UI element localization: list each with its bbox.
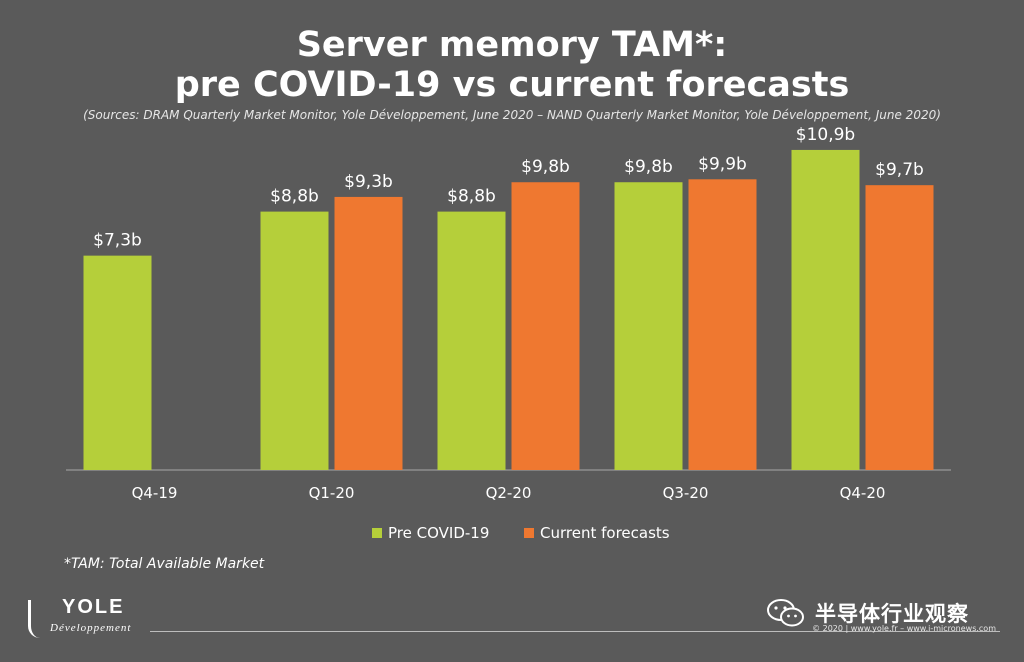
footer-divider [150,631,1000,632]
data-label: $9,9b [698,154,747,174]
watermark-text: 半导体行业观察 [815,602,969,626]
wechat-icon [767,599,804,627]
bar-pre-covid-q4-19 [83,255,152,470]
data-label: $10,9b [796,125,855,145]
x-tick-label: Q1-20 [309,484,355,502]
x-tick-label: Q4-19 [132,484,178,502]
data-label: $9,8b [624,157,673,177]
yole-logo-mark [28,600,53,638]
legend-label: Current forecasts [540,524,670,542]
bar-pre-covid-q2-20 [437,211,506,470]
x-tick-label: Q2-20 [486,484,532,502]
footnote: *TAM: Total Available Market [64,556,265,572]
data-label: $9,8b [521,157,570,177]
data-label: $8,8b [447,187,496,207]
copyright-text: © 2020 | www.yole.fr – www.i-micronews.c… [812,624,996,633]
yole-logo-sub: Développement [50,622,132,634]
data-label: $7,3b [93,231,142,251]
x-tick-label: Q4-20 [840,484,886,502]
bar-current-q3-20 [688,179,757,471]
data-label: $9,7b [875,160,924,180]
bar-current-q4-20 [865,185,934,470]
legend-label: Pre COVID-19 [388,524,489,542]
yole-logo: YOLE Développement [28,596,158,646]
bar-pre-covid-q4-20 [791,149,860,470]
bar-pre-covid-q1-20 [260,211,329,470]
x-tick-label: Q3-20 [663,484,709,502]
bar-current-q2-20 [511,182,580,470]
data-label: $8,8b [270,187,319,207]
chart-title-line-1: Server memory TAM*: [296,25,728,65]
legend-swatch [524,528,534,538]
yole-logo-name: YOLE [62,596,125,618]
data-label: $9,3b [344,172,393,192]
bar-current-q1-20 [334,196,403,470]
sources-note: (Sources: DRAM Quarterly Market Monitor,… [83,108,941,122]
bar-pre-covid-q3-20 [614,182,683,470]
legend-swatch [372,528,382,538]
chart-title-line-2: pre COVID-19 vs current forecasts [174,65,850,105]
